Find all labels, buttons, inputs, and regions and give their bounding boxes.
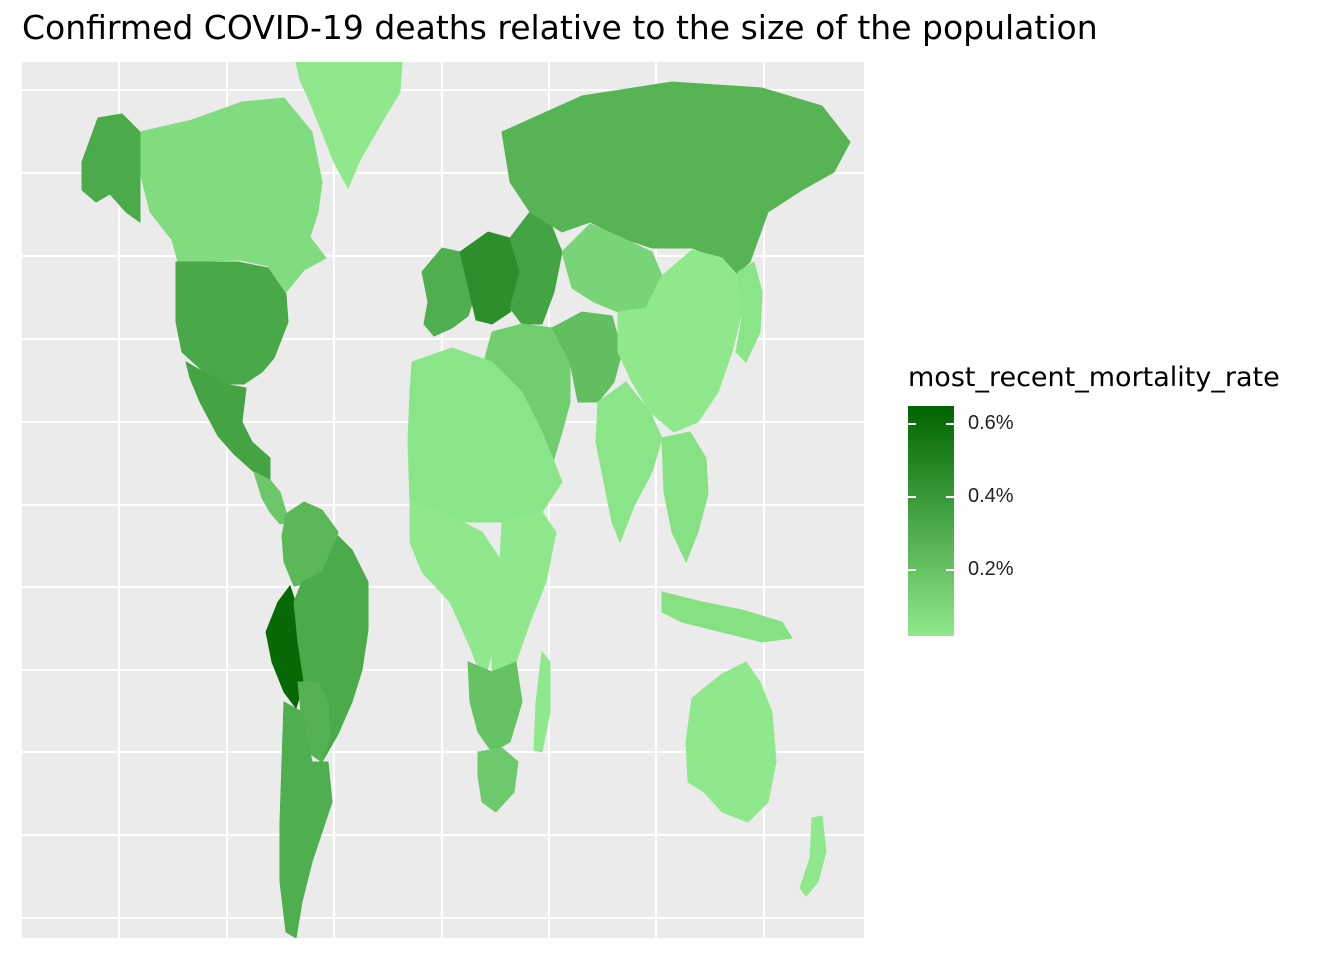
- chart-title: Confirmed COVID-19 deaths relative to th…: [22, 8, 1098, 47]
- legend-tick-label: 0.2%: [968, 558, 1014, 581]
- region-south-africa: [477, 747, 519, 813]
- legend-tick-label: 0.6%: [968, 412, 1014, 435]
- map-regions: [81, 62, 851, 938]
- world-map: [22, 62, 864, 938]
- legend-tick-mark: [946, 496, 954, 499]
- region-indonesia: [661, 591, 793, 643]
- legend-title: most_recent_mortality_rate: [908, 362, 1280, 393]
- legend-colorbar: [908, 406, 954, 636]
- legend-tick-mark: [908, 423, 916, 426]
- region-west-central-africa: [409, 501, 513, 684]
- region-madagascar: [533, 650, 551, 753]
- region-western-europe: [421, 247, 475, 337]
- region-united-states: [175, 261, 289, 385]
- legend-tick-label: 0.4%: [968, 485, 1014, 508]
- region-china: [617, 249, 743, 433]
- region-new-zealand: [799, 815, 827, 897]
- legend-tick-mark: [946, 423, 954, 426]
- region-iran: [551, 311, 623, 403]
- legend-tick-mark: [908, 569, 916, 572]
- legend-tick-mark: [946, 569, 954, 572]
- region-alaska: [81, 113, 141, 223]
- legend-tick-mark: [908, 496, 916, 499]
- region-argentina-chile: [279, 701, 333, 938]
- region-australia: [685, 661, 777, 823]
- region-japan: [735, 261, 763, 363]
- region-southeast-asia: [661, 431, 709, 564]
- region-canada: [139, 97, 327, 293]
- region-greenland: [295, 62, 403, 190]
- region-southern-africa: [467, 661, 523, 753]
- region-india: [595, 381, 663, 544]
